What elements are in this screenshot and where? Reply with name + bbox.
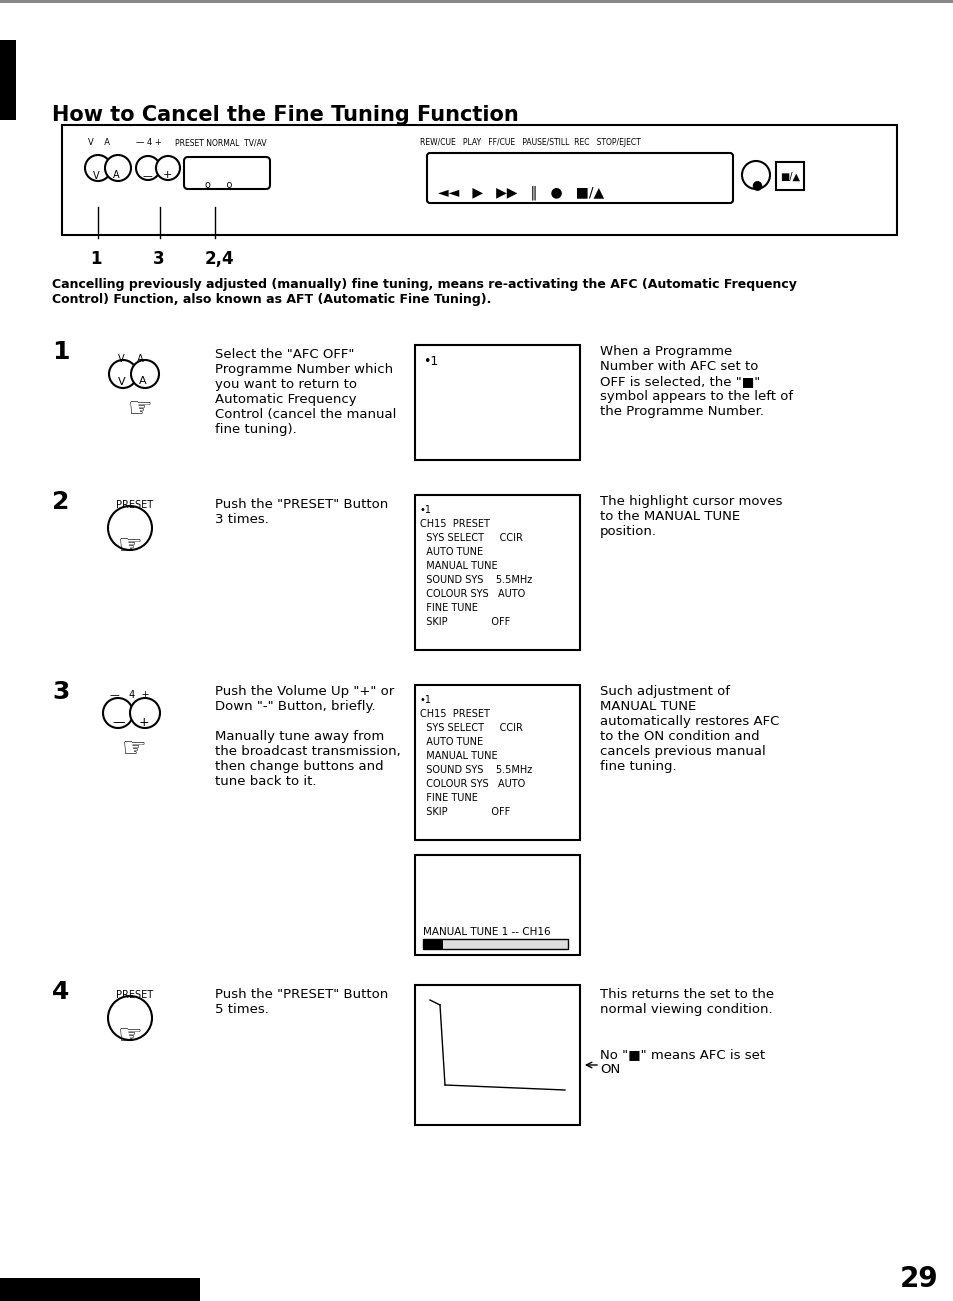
Text: A: A xyxy=(112,170,119,180)
Text: The highlight cursor moves
to the MANUAL TUNE
position.: The highlight cursor moves to the MANUAL… xyxy=(599,494,781,539)
Circle shape xyxy=(109,360,137,388)
Bar xyxy=(422,939,442,948)
Text: SYS SELECT     CCIR: SYS SELECT CCIR xyxy=(419,533,522,543)
Text: SYS SELECT     CCIR: SYS SELECT CCIR xyxy=(419,723,522,732)
Text: V: V xyxy=(92,170,99,181)
Circle shape xyxy=(741,161,769,189)
Circle shape xyxy=(108,997,152,1039)
Text: ☞: ☞ xyxy=(118,1023,143,1050)
Text: V    A: V A xyxy=(88,138,110,147)
Text: SOUND SYS    5.5MHz: SOUND SYS 5.5MHz xyxy=(419,765,532,775)
Text: 3: 3 xyxy=(152,250,165,268)
Text: —: — xyxy=(112,716,125,729)
Text: FINE TUNE: FINE TUNE xyxy=(419,602,477,613)
Text: •1: •1 xyxy=(419,505,432,515)
Text: MANUAL TUNE 1 -- CH16: MANUAL TUNE 1 -- CH16 xyxy=(422,928,550,937)
Text: —: — xyxy=(143,170,152,181)
Text: AUTO TUNE: AUTO TUNE xyxy=(419,546,482,557)
Bar xyxy=(62,125,896,235)
Text: No "■" means AFC is set
ON: No "■" means AFC is set ON xyxy=(599,1049,764,1076)
Text: AUTO TUNE: AUTO TUNE xyxy=(419,736,482,747)
Text: A: A xyxy=(139,376,147,386)
Bar xyxy=(0,0,953,3)
Text: o     o: o o xyxy=(205,180,233,190)
Text: SKIP              OFF: SKIP OFF xyxy=(419,807,510,817)
Text: V    A: V A xyxy=(118,354,144,364)
Bar xyxy=(0,40,16,120)
Text: Push the "PRESET" Button
3 times.: Push the "PRESET" Button 3 times. xyxy=(214,498,388,526)
Text: Cancelling previously adjusted (manually) fine tuning, means re-activating the A: Cancelling previously adjusted (manually… xyxy=(52,278,796,306)
Circle shape xyxy=(105,155,131,181)
Text: 4: 4 xyxy=(52,980,70,1004)
FancyBboxPatch shape xyxy=(427,154,732,203)
Text: Push the Volume Up "+" or
Down "-" Button, briefly.

Manually tune away from
the: Push the Volume Up "+" or Down "-" Butto… xyxy=(214,686,400,788)
Text: MANUAL TUNE: MANUAL TUNE xyxy=(419,751,497,761)
Text: 2: 2 xyxy=(52,490,70,514)
Text: Such adjustment of
MANUAL TUNE
automatically restores AFC
to the ON condition an: Such adjustment of MANUAL TUNE automatic… xyxy=(599,686,779,773)
Circle shape xyxy=(131,360,159,388)
Text: SOUND SYS    5.5MHz: SOUND SYS 5.5MHz xyxy=(419,575,532,585)
Text: COLOUR SYS   AUTO: COLOUR SYS AUTO xyxy=(419,779,525,788)
Text: PRESET: PRESET xyxy=(116,990,153,1000)
Bar xyxy=(415,494,579,650)
Text: — 4 +: — 4 + xyxy=(136,138,162,147)
Circle shape xyxy=(85,155,111,181)
Bar xyxy=(415,345,579,461)
Text: PRESET: PRESET xyxy=(116,500,153,510)
Text: When a Programme
Number with AFC set to
OFF is selected, the "■"
symbol appears : When a Programme Number with AFC set to … xyxy=(599,345,792,418)
Text: ☞: ☞ xyxy=(128,396,152,423)
Text: CH15  PRESET: CH15 PRESET xyxy=(419,709,489,719)
Text: V: V xyxy=(118,377,126,386)
Text: 1: 1 xyxy=(52,340,70,364)
Text: 29: 29 xyxy=(899,1265,938,1293)
Text: +: + xyxy=(163,170,172,180)
Text: ■/▲: ■/▲ xyxy=(780,172,800,182)
Text: FINE TUNE: FINE TUNE xyxy=(419,794,477,803)
Bar xyxy=(775,163,803,190)
Bar xyxy=(415,985,579,1125)
FancyBboxPatch shape xyxy=(184,157,270,189)
Text: REW/CUE   PLAY   FF/CUE   PAUSE/STILL  REC   STOP/EJECT: REW/CUE PLAY FF/CUE PAUSE/STILL REC STOP… xyxy=(419,138,640,147)
Circle shape xyxy=(136,156,160,180)
Text: ☞: ☞ xyxy=(118,532,143,559)
Text: This returns the set to the
normal viewing condition.: This returns the set to the normal viewi… xyxy=(599,987,773,1016)
Circle shape xyxy=(130,699,160,729)
Bar xyxy=(415,686,579,840)
Text: Select the "AFC OFF"
Programme Number which
you want to return to
Automatic Freq: Select the "AFC OFF" Programme Number wh… xyxy=(214,347,395,436)
Circle shape xyxy=(103,699,132,729)
Text: •1: •1 xyxy=(422,355,437,368)
Text: PRESET NORMAL  TV/AV: PRESET NORMAL TV/AV xyxy=(174,138,266,147)
Text: Push the "PRESET" Button
5 times.: Push the "PRESET" Button 5 times. xyxy=(214,987,388,1016)
Text: ☞: ☞ xyxy=(122,735,147,762)
Text: How to Cancel the Fine Tuning Function: How to Cancel the Fine Tuning Function xyxy=(52,105,518,125)
Text: SKIP              OFF: SKIP OFF xyxy=(419,617,510,627)
Text: CH15  PRESET: CH15 PRESET xyxy=(419,519,489,530)
Text: COLOUR SYS   AUTO: COLOUR SYS AUTO xyxy=(419,589,525,598)
Circle shape xyxy=(156,156,180,180)
Bar xyxy=(0,1278,200,1301)
Text: +: + xyxy=(139,716,150,729)
Bar xyxy=(422,939,567,948)
Text: •1: •1 xyxy=(419,695,432,705)
Bar xyxy=(415,855,579,955)
Text: 1: 1 xyxy=(90,250,101,268)
Text: ●: ● xyxy=(750,178,761,191)
Circle shape xyxy=(108,506,152,550)
Text: 2,4: 2,4 xyxy=(205,250,234,268)
Text: —   4  +: — 4 + xyxy=(110,690,150,700)
Text: ◄◄   ▶   ▶▶   ‖   ●   ■/▲: ◄◄ ▶ ▶▶ ‖ ● ■/▲ xyxy=(437,185,603,199)
Text: MANUAL TUNE: MANUAL TUNE xyxy=(419,561,497,571)
Text: 3: 3 xyxy=(52,680,70,704)
